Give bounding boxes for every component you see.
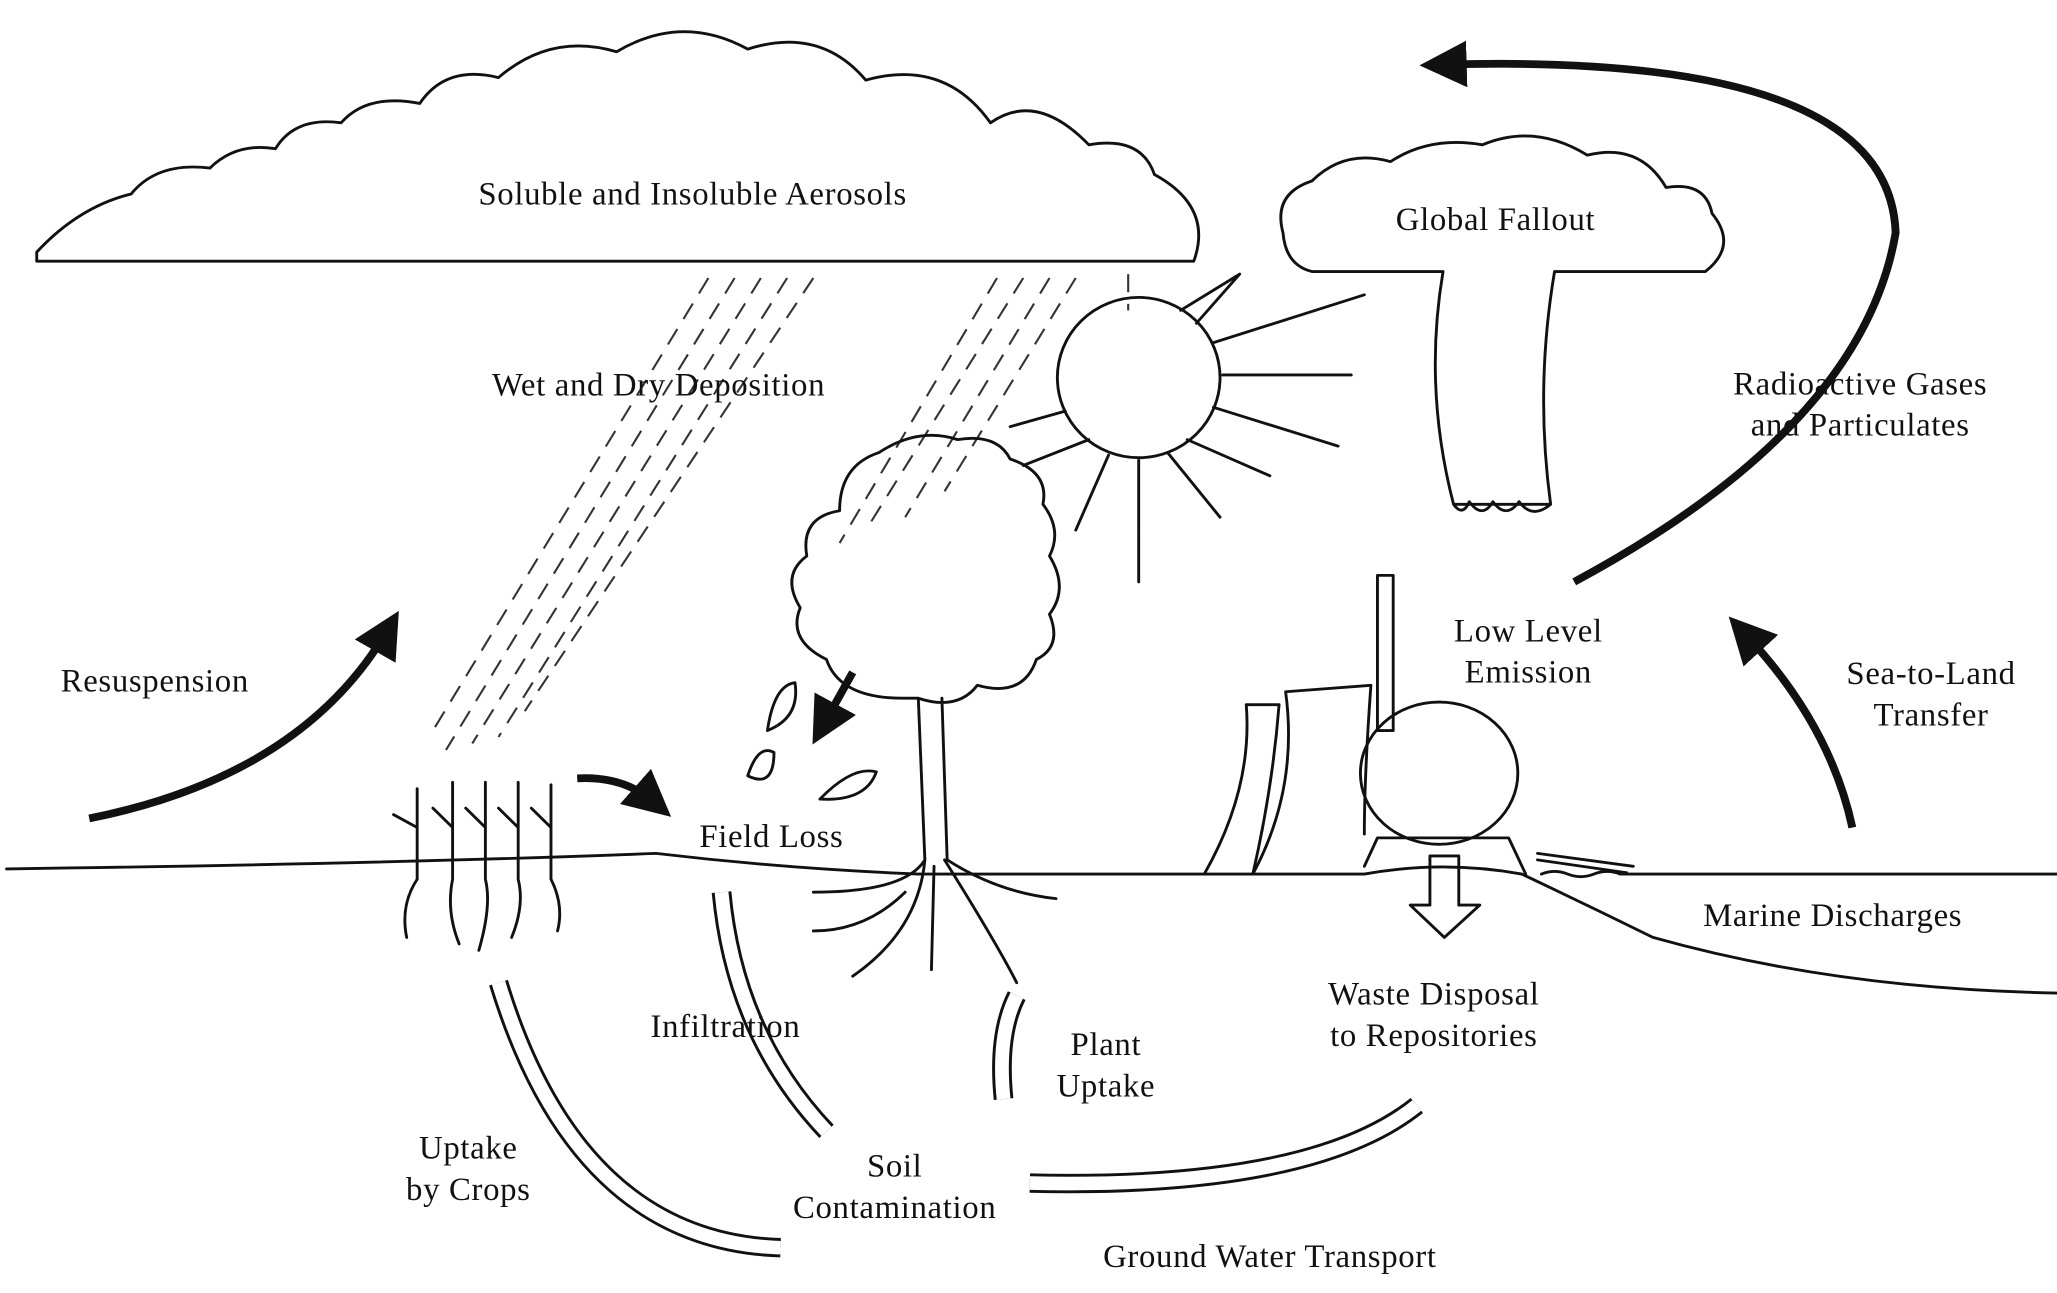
label: Field Loss	[699, 819, 843, 855]
fallout-cloud	[1279, 134, 1726, 513]
label-line: Emission	[1465, 655, 1592, 691]
label-line: Wet and Dry Deposition	[492, 368, 825, 404]
label: Wet and Dry Deposition	[492, 368, 825, 404]
label-line: by Crops	[406, 1172, 531, 1208]
label: Low Level Emission	[1454, 614, 1603, 691]
label-line: Low Level	[1454, 614, 1603, 650]
label: Soil Contamination	[793, 1149, 996, 1226]
label-line: Marine Discharges	[1703, 898, 1962, 934]
label-line: Soil	[867, 1149, 922, 1185]
label-line: Infiltration	[651, 1009, 801, 1045]
hollow-arrows	[489, 891, 1424, 1258]
leaves	[746, 681, 878, 801]
label: Infiltration	[651, 1009, 801, 1045]
label: Ground Water Transport	[1103, 1239, 1437, 1275]
label: Radioactive Gases and Particulates	[1733, 367, 1987, 444]
label-line: to Repositories	[1330, 1018, 1537, 1054]
crops	[392, 780, 562, 952]
label-line: and Particulates	[1751, 408, 1970, 444]
power-plant	[1202, 573, 1635, 939]
label: Plant Uptake	[1057, 1027, 1156, 1104]
label-line: Radioactive Gases	[1733, 367, 1987, 403]
label: Sea-to-Land Transfer	[1846, 656, 2015, 733]
label-line: Soluble and Insoluble Aerosols	[478, 176, 907, 212]
label: Uptake by Crops	[406, 1131, 531, 1208]
label-line: Sea-to-Land	[1846, 656, 2015, 692]
label-line: Plant	[1071, 1027, 1142, 1063]
label: Marine Discharges	[1703, 898, 1962, 934]
aerosol-cloud	[35, 30, 1201, 263]
sun	[1008, 272, 1366, 584]
label-line: Uptake	[1057, 1069, 1156, 1105]
arrows	[88, 40, 1900, 829]
label-line: Waste Disposal	[1328, 977, 1539, 1013]
label-line: Contamination	[793, 1190, 996, 1226]
label-line: Ground Water Transport	[1103, 1239, 1437, 1275]
rain	[432, 274, 1130, 751]
label: Global Fallout	[1396, 202, 1595, 238]
label-line: Field Loss	[699, 819, 843, 855]
label-line: Uptake	[419, 1131, 518, 1167]
ground	[5, 851, 2057, 995]
label: Resuspension	[61, 664, 249, 700]
label-line: Resuspension	[61, 664, 249, 700]
label: Soluble and Insoluble Aerosols	[478, 176, 907, 212]
label-line: Transfer	[1874, 698, 1989, 734]
label-line: Global Fallout	[1396, 202, 1595, 238]
label: Waste Disposal to Repositories	[1328, 977, 1539, 1054]
tree	[790, 433, 1061, 985]
